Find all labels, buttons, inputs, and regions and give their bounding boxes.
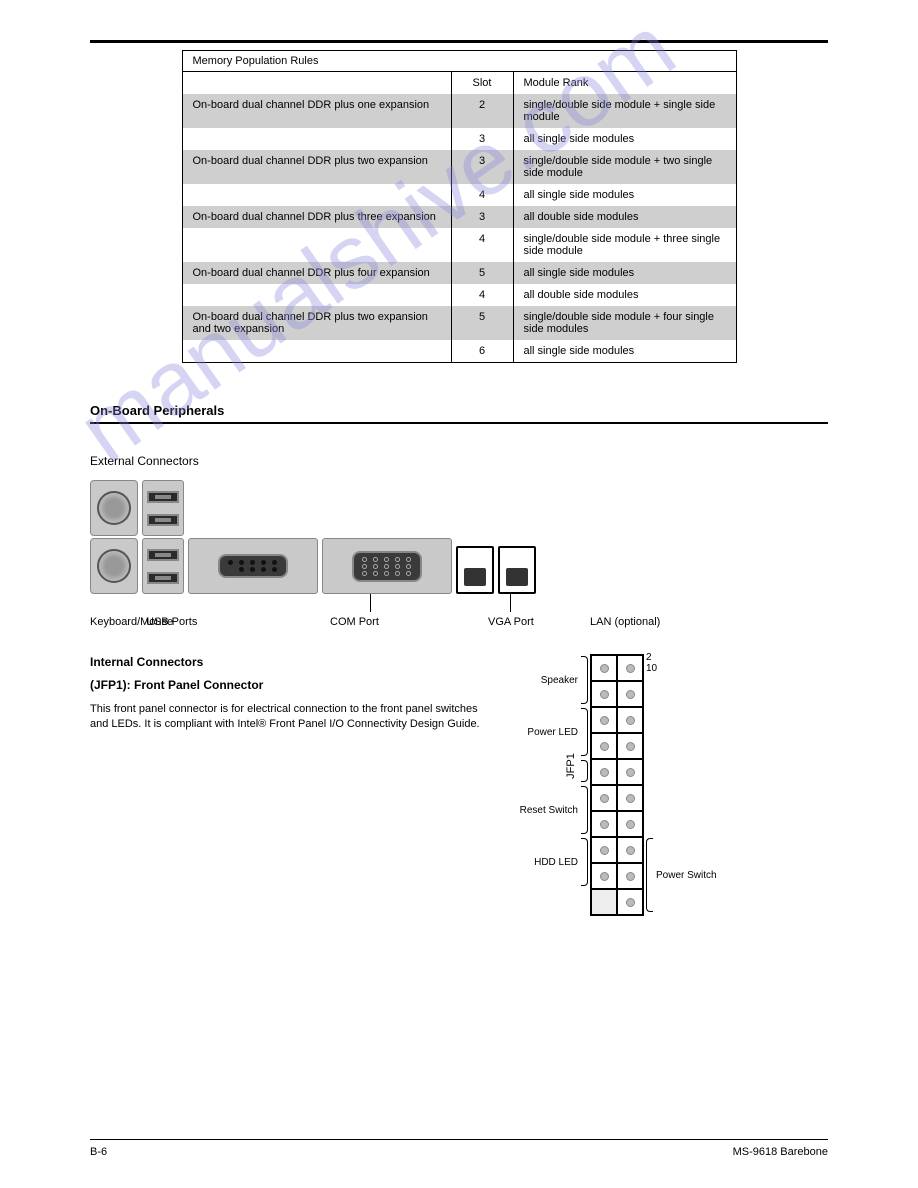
brace-speaker: Speaker (508, 654, 588, 706)
onboard-heading: On-Board Peripherals (90, 403, 828, 418)
brace-hdd: HDD LED (508, 836, 588, 888)
hdr-desc: Module Rank (514, 72, 736, 94)
hdr-mod: Slot (452, 72, 514, 94)
usb-port-group-1 (142, 480, 184, 536)
lan-port-2 (498, 546, 536, 594)
ps2-keyboard-port (90, 538, 138, 594)
footer-right: MS-9618 Barebone (733, 1146, 828, 1158)
label-lan: LAN (optional) (590, 616, 660, 628)
com-port (188, 538, 318, 594)
label-com: COM Port (330, 616, 379, 628)
jfp1-heading: (JFP1): Front Panel Connector (90, 677, 490, 694)
ps2-mouse-port (90, 480, 138, 536)
label-usb: USB Ports (146, 616, 197, 628)
internal-heading: Internal Connectors (90, 654, 490, 671)
brace-power-led: Power LED (508, 706, 588, 758)
label-vga: VGA Port (488, 616, 534, 628)
page-number: B-6 (90, 1146, 107, 1158)
vga-port (322, 538, 452, 594)
jfp1-pinout: 2 10 JFP1 Speaker Power LED Reset Switch… (590, 654, 644, 916)
spec-table: Memory Population Rules Slot Module Rank… (182, 50, 737, 363)
page-footer: B-6 MS-9618 Barebone (90, 1139, 828, 1158)
top-strip (90, 40, 828, 50)
jfp1-desc: This front panel connector is for electr… (90, 702, 490, 733)
brace-reset: Reset Switch (508, 784, 588, 836)
brace-blank (508, 758, 588, 784)
table-title: Memory Population Rules (183, 51, 736, 72)
hdr-slot (183, 72, 452, 94)
rear-io-panel (90, 480, 828, 594)
brace-power-switch: Power Switch (646, 836, 734, 914)
external-label: External Connectors (90, 454, 828, 468)
lan-port-1 (456, 546, 494, 594)
usb-port-group-2 (142, 538, 184, 594)
